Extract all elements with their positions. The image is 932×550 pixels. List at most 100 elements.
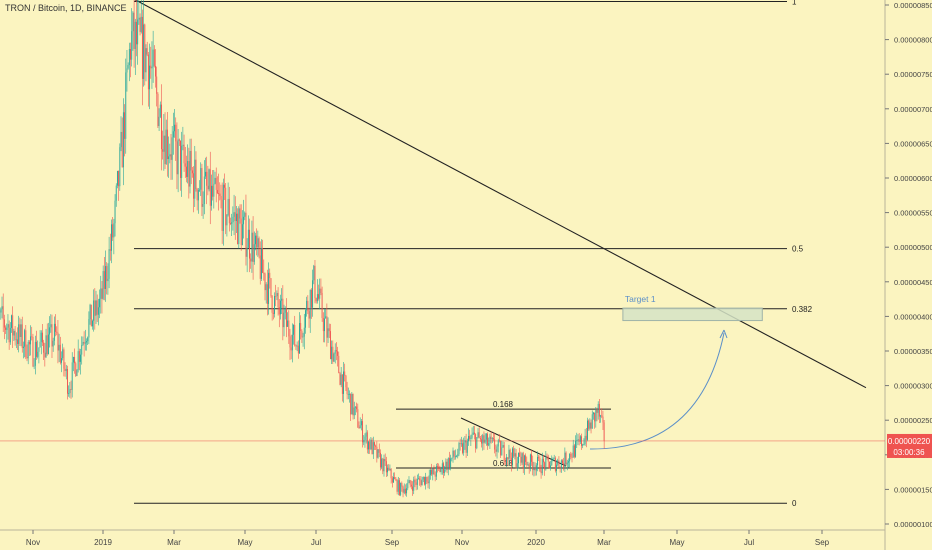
candle-body	[571, 457, 573, 458]
candle-body	[475, 434, 477, 449]
candle-body	[68, 393, 70, 394]
candle-body	[321, 292, 323, 318]
candle-body	[476, 437, 478, 449]
candle-body	[125, 72, 127, 139]
y-tick-label: 0.00000250	[894, 416, 932, 425]
candle-body	[212, 185, 214, 197]
candle-body	[250, 258, 252, 262]
candle-body	[445, 461, 447, 470]
candle-body	[219, 193, 221, 197]
candle-body	[114, 200, 116, 224]
candle-body	[594, 412, 596, 422]
candle-body	[111, 224, 112, 251]
candle-body	[350, 393, 352, 415]
candle-body	[493, 438, 494, 440]
candle-body	[45, 335, 47, 358]
x-tick-label: 2020	[527, 538, 545, 547]
price-badge: 0.00000220 03:00:36	[887, 433, 932, 458]
candle-body	[296, 345, 298, 347]
candle-body	[395, 479, 397, 481]
candle-body	[253, 244, 255, 262]
candle-body	[498, 440, 500, 442]
candle-body	[59, 344, 61, 363]
candle-body	[457, 454, 459, 457]
candle-body	[565, 452, 567, 465]
candle-body	[494, 439, 496, 450]
candle-body	[3, 319, 5, 328]
candle-body	[435, 466, 437, 477]
candle-body	[437, 466, 438, 467]
candle-body	[189, 150, 191, 187]
candle-body	[424, 476, 425, 485]
candle-body	[358, 427, 360, 429]
candle-body	[120, 131, 122, 148]
candle-body	[484, 439, 486, 443]
candle-body	[213, 183, 215, 197]
candle-body	[181, 145, 183, 178]
candle-body	[255, 235, 256, 245]
candle-body	[502, 445, 504, 448]
candle-body	[202, 204, 204, 207]
candle-body	[18, 324, 20, 344]
candle-body	[583, 444, 585, 445]
price-badge-bg	[887, 433, 932, 458]
candle-body	[25, 330, 27, 358]
candle-body	[422, 476, 424, 480]
candle-body	[478, 432, 480, 439]
candle-body	[165, 129, 167, 165]
candle-body	[108, 249, 110, 279]
candle-body	[326, 316, 328, 338]
y-tick-label: 0.00000700	[894, 105, 932, 114]
candle-body	[447, 458, 449, 470]
candle-body	[541, 458, 543, 474]
candle-body	[556, 464, 557, 471]
candle-body	[119, 147, 121, 187]
candle-body	[385, 461, 387, 473]
candle-body	[143, 24, 145, 79]
candle-body	[469, 435, 471, 439]
candle-body	[88, 319, 90, 338]
candle-body	[308, 311, 310, 319]
candle-body	[481, 439, 483, 444]
candle-body	[559, 466, 561, 469]
candle-body	[291, 334, 293, 351]
y-tick-label: 0.00000550	[894, 209, 932, 218]
candle-body	[318, 294, 319, 299]
x-tick-label: Sep	[815, 538, 830, 547]
candle-body	[190, 150, 192, 171]
candle-body	[514, 453, 516, 457]
y-tick-label: 0.00000500	[894, 243, 932, 252]
candle-body	[103, 271, 105, 289]
candle-body	[334, 350, 336, 354]
candle-body	[280, 300, 281, 315]
candle-body	[178, 139, 180, 141]
candle-body	[47, 334, 49, 355]
candle-body	[466, 441, 468, 453]
candle-body	[122, 112, 124, 168]
candle-body	[0, 309, 2, 313]
candle-body	[394, 476, 396, 480]
candle-body	[366, 432, 368, 450]
candle-body	[408, 480, 410, 484]
candle-body	[162, 149, 164, 152]
fib-level-label: 0.382	[792, 305, 813, 314]
candle-body	[147, 54, 149, 90]
candle-body	[46, 335, 48, 355]
candle-body	[8, 324, 10, 343]
candle-body	[451, 457, 453, 459]
candle-body	[554, 457, 556, 471]
candle-body	[153, 49, 155, 66]
candle-body	[86, 341, 87, 343]
candle-body	[180, 140, 181, 178]
candle-body	[407, 483, 409, 489]
candle-body	[128, 49, 130, 66]
candle-body	[82, 341, 84, 346]
candle-body	[365, 432, 367, 437]
candle-body	[164, 135, 166, 165]
candle-body	[281, 298, 283, 301]
candle-body	[78, 351, 80, 362]
candle-body	[564, 452, 566, 468]
candle-body	[87, 337, 89, 342]
